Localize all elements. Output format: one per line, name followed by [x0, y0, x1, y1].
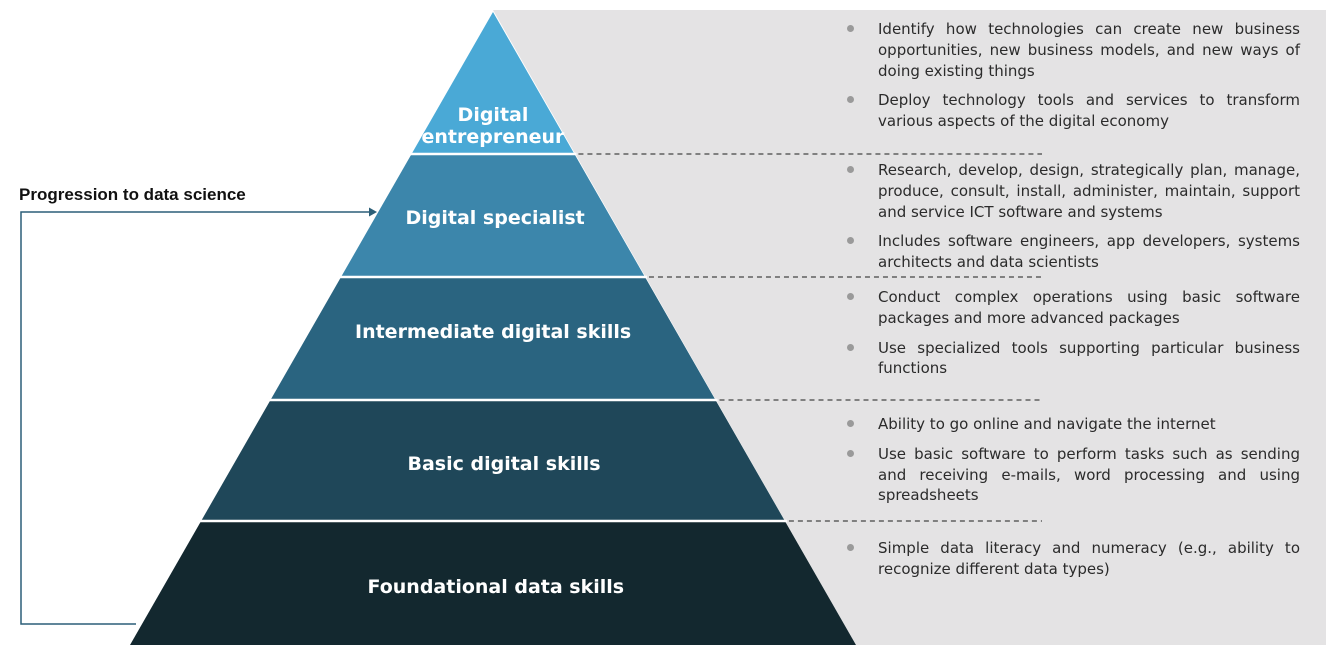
- level-label-line: Digital specialist: [405, 207, 585, 229]
- bullet-text: Use specialized tools supporting particu…: [878, 338, 1300, 378]
- pyramid-level-1: [411, 12, 575, 154]
- level-bullet-list: Simple data literacy and numeracy (e.g.,…: [845, 538, 1300, 589]
- level-bullet-list: Research, develop, design, strategically…: [845, 160, 1300, 282]
- level-label: Intermediate digital skills: [355, 321, 631, 343]
- level-label-line: Digital: [457, 104, 529, 126]
- bullet-item: Research, develop, design, strategically…: [845, 160, 1300, 222]
- bullet-text: Research, develop, design, strategically…: [878, 161, 1300, 221]
- bullet-dot-icon: [847, 293, 854, 300]
- level-label-line: entrepreneur: [421, 126, 565, 148]
- arrow-head-icon: [369, 207, 377, 217]
- progression-label: Progression to data science: [19, 185, 246, 204]
- bullet-item: Deploy technology tools and services to …: [845, 90, 1300, 132]
- bullet-item: Identify how technologies can create new…: [845, 19, 1300, 81]
- bullet-dot-icon: [847, 449, 854, 457]
- pyramid-level-3: [270, 277, 716, 400]
- level-label: Basic digital skills: [408, 453, 601, 475]
- bullet-dot-icon: [847, 343, 854, 351]
- bullet-dot-icon: [847, 96, 854, 104]
- bullet-item: Conduct complex operations using basic s…: [845, 287, 1300, 329]
- pyramid-level-4: [201, 400, 785, 521]
- bullet-text: Conduct complex operations using basic s…: [878, 288, 1300, 327]
- bullet-item: Includes software engineers, app develop…: [845, 231, 1300, 273]
- pyramid-level-2: [341, 154, 645, 277]
- level-label: Digital specialist: [406, 207, 585, 229]
- bullet-text: Ability to go online and navigate the in…: [878, 415, 1216, 433]
- bullet-text: Use basic software to perform tasks such…: [878, 444, 1300, 505]
- level-label: Foundational data skills: [368, 576, 625, 598]
- pyramid-level-5: [130, 521, 856, 645]
- bullet-item: Simple data literacy and numeracy (e.g.,…: [845, 538, 1300, 580]
- bullet-dot-icon: [847, 166, 854, 173]
- bullet-text: Deploy technology tools and services to …: [878, 91, 1300, 131]
- level-label-line: Intermediate digital skills: [355, 321, 632, 343]
- bullet-text: Simple data literacy and numeracy (e.g.,…: [878, 539, 1300, 578]
- bullet-item: Ability to go online and navigate the in…: [845, 414, 1300, 435]
- bullet-text: Identify how technologies can create new…: [878, 20, 1300, 80]
- bullet-dot-icon: [847, 237, 854, 245]
- level-bullet-list: Ability to go online and navigate the in…: [845, 414, 1300, 515]
- level-label-line: Basic digital skills: [407, 453, 601, 475]
- level-label-line: Foundational data skills: [367, 576, 625, 598]
- progression-connector: [20, 211, 370, 625]
- level-label: Digital entrepreneur: [422, 104, 565, 148]
- bullet-text: Includes software engineers, app develop…: [878, 232, 1300, 272]
- level-bullet-list: Identify how technologies can create new…: [845, 19, 1300, 141]
- level-bullet-list: Conduct complex operations using basic s…: [845, 287, 1300, 388]
- bullet-dot-icon: [847, 25, 854, 32]
- bullet-item: Use specialized tools supporting particu…: [845, 338, 1300, 380]
- bullet-item: Use basic software to perform tasks such…: [845, 444, 1300, 506]
- bullet-dot-icon: [847, 420, 854, 427]
- description-panel: [493, 10, 1326, 645]
- bullet-dot-icon: [847, 544, 854, 551]
